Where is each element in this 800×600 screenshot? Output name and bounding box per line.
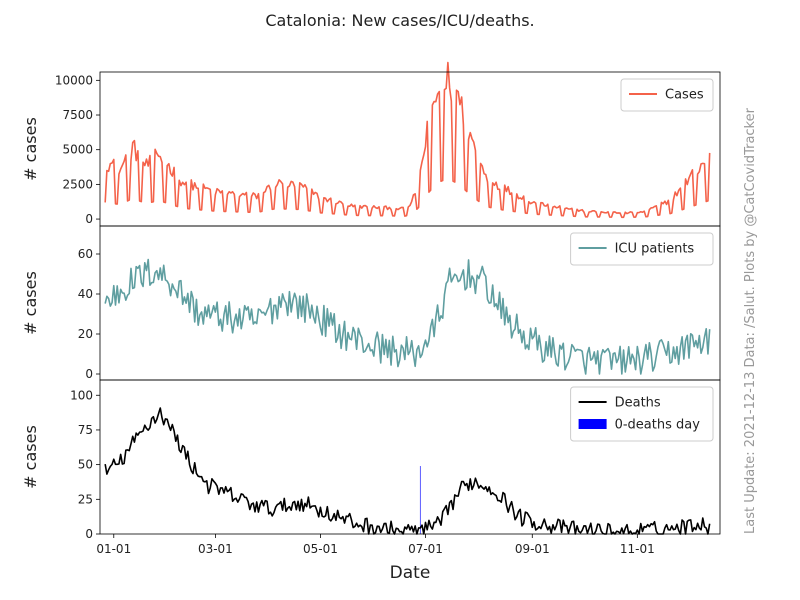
legend: Cases bbox=[620, 78, 714, 112]
legend: ICU patients bbox=[570, 232, 714, 266]
y-tick-label: 20 bbox=[78, 327, 93, 341]
legend-box bbox=[570, 232, 714, 266]
cases-line bbox=[104, 61, 711, 219]
y-tick-label: 40 bbox=[78, 287, 93, 301]
y-tick-label: 5000 bbox=[62, 143, 93, 157]
legend-box bbox=[620, 78, 714, 112]
legend-label: Cases bbox=[665, 88, 704, 103]
deaths-line bbox=[104, 407, 711, 535]
y-tick-label: 75 bbox=[78, 423, 93, 437]
y-tick-label: 0 bbox=[85, 527, 93, 541]
x-tick-label: 09-01 bbox=[515, 542, 550, 556]
x-axis-label: Date bbox=[390, 563, 431, 583]
legend: Deaths 0-deaths day bbox=[570, 386, 714, 442]
y-axis-label: # cases bbox=[21, 271, 40, 335]
y-tick-label: 100 bbox=[70, 388, 93, 402]
y-tick-label: 2500 bbox=[62, 177, 93, 191]
y-tick-label: 25 bbox=[78, 492, 93, 506]
legend-label: 0-deaths day bbox=[615, 418, 701, 433]
y-tick-label: 50 bbox=[78, 458, 93, 472]
legend-label: Deaths bbox=[615, 396, 661, 411]
y-tick-label: 60 bbox=[78, 247, 93, 261]
x-tick-label: 07-01 bbox=[408, 542, 443, 556]
x-tick-label: 03-01 bbox=[198, 542, 233, 556]
y-axis-label: # cases bbox=[21, 425, 40, 489]
y-tick-label: 0 bbox=[85, 367, 93, 381]
y-tick-label: 0 bbox=[85, 212, 93, 226]
y-tick-label: 7500 bbox=[62, 108, 93, 122]
y-tick-label: 10000 bbox=[55, 73, 93, 87]
y-axis-label: # cases bbox=[21, 117, 40, 181]
x-tick-label: 11-01 bbox=[620, 542, 655, 556]
chart-title: Catalonia: New cases/ICU/deaths. bbox=[265, 11, 534, 30]
x-tick-label: 01-01 bbox=[96, 542, 131, 556]
x-tick-label: 05-01 bbox=[303, 542, 338, 556]
axes-frame bbox=[99, 379, 721, 535]
legend-swatch bbox=[578, 419, 607, 429]
side-note: Last Update: 2021-12-13 Data: /Salut. Pl… bbox=[743, 107, 758, 534]
icu-patients-line bbox=[104, 258, 711, 375]
legend-label: ICU patients bbox=[615, 242, 695, 257]
